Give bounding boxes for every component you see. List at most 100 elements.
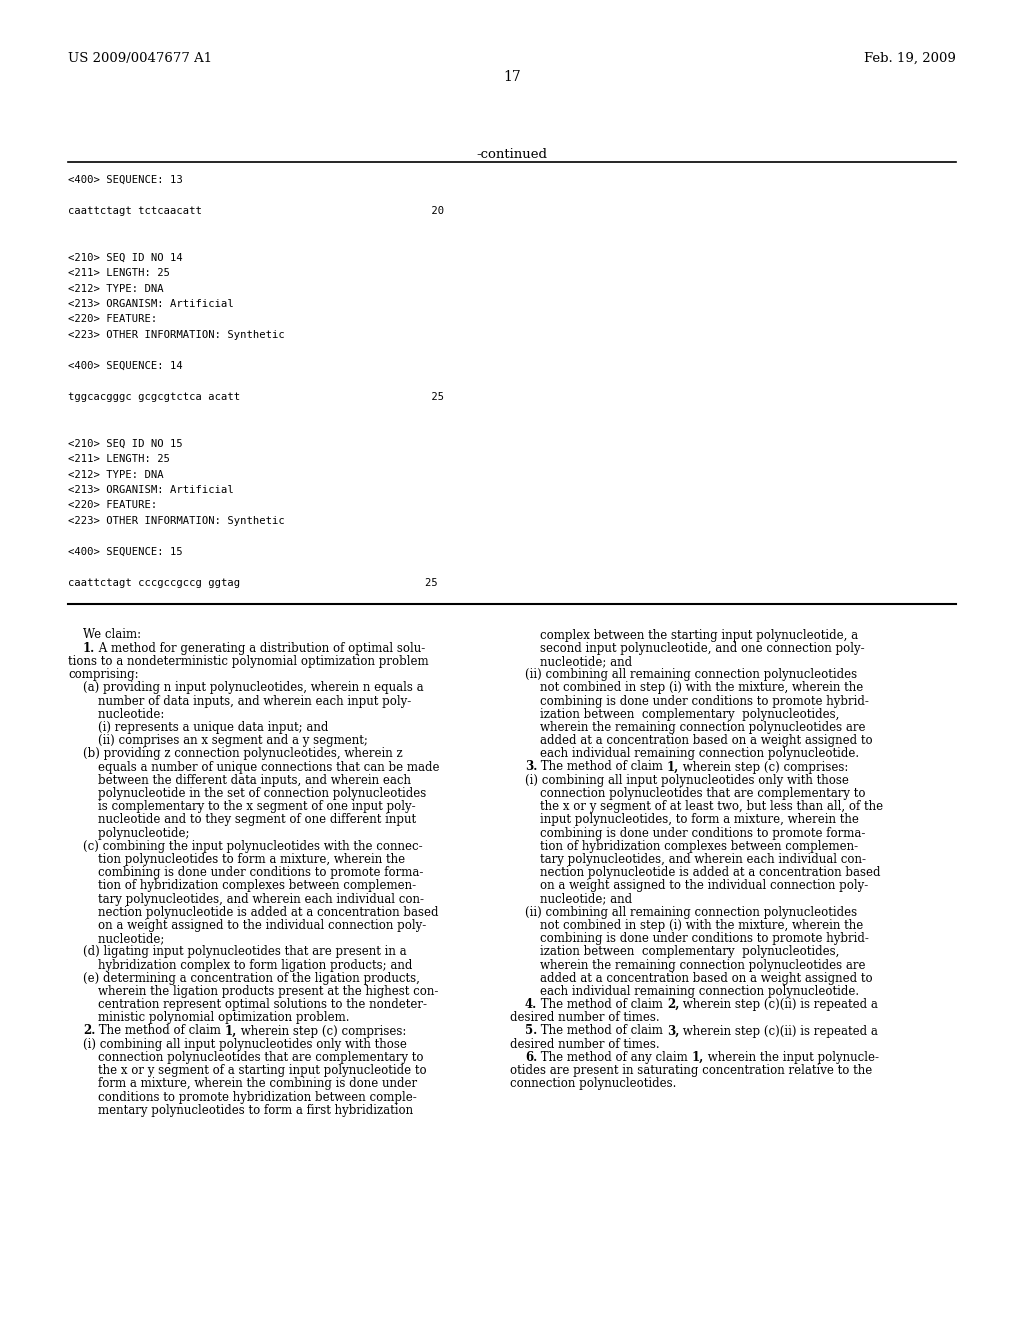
Text: tary polynucleotides, and wherein each individual con-: tary polynucleotides, and wherein each i… <box>510 853 866 866</box>
Text: <213> ORGANISM: Artificial: <213> ORGANISM: Artificial <box>68 484 233 495</box>
Text: ministic polynomial optimization problem.: ministic polynomial optimization problem… <box>68 1011 349 1024</box>
Text: (ii) combining all remaining connection polynucleotides: (ii) combining all remaining connection … <box>510 906 857 919</box>
Text: -continued: -continued <box>476 148 548 161</box>
Text: (b) providing z connection polynucleotides, wherein z: (b) providing z connection polynucleotid… <box>68 747 402 760</box>
Text: (i) represents a unique data input; and: (i) represents a unique data input; and <box>68 721 329 734</box>
Text: hybridization complex to form ligation products; and: hybridization complex to form ligation p… <box>68 958 413 972</box>
Text: <400> SEQUENCE: 15: <400> SEQUENCE: 15 <box>68 546 182 557</box>
Text: connection polynucleotides that are complementary to: connection polynucleotides that are comp… <box>68 1051 424 1064</box>
Text: the x or y segment of a starting input polynucleotide to: the x or y segment of a starting input p… <box>68 1064 427 1077</box>
Text: 1,: 1, <box>667 760 679 774</box>
Text: nucleotide;: nucleotide; <box>68 932 165 945</box>
Text: 1,: 1, <box>692 1051 705 1064</box>
Text: The method of claim: The method of claim <box>538 998 667 1011</box>
Text: input polynucleotides, to form a mixture, wherein the: input polynucleotides, to form a mixture… <box>510 813 859 826</box>
Text: desired number of times.: desired number of times. <box>510 1011 659 1024</box>
Text: wherein step (c) comprises:: wherein step (c) comprises: <box>238 1024 407 1038</box>
Text: nucleotide; and: nucleotide; and <box>510 655 632 668</box>
Text: The method of claim: The method of claim <box>95 1024 225 1038</box>
Text: The method of any claim: The method of any claim <box>538 1051 692 1064</box>
Text: combining is done under conditions to promote forma-: combining is done under conditions to pr… <box>510 826 865 840</box>
Text: otides are present in saturating concentration relative to the: otides are present in saturating concent… <box>510 1064 872 1077</box>
Text: <220> FEATURE:: <220> FEATURE: <box>68 314 158 325</box>
Text: combining is done under conditions to promote hybrid-: combining is done under conditions to pr… <box>510 932 869 945</box>
Text: is complementary to the x segment of one input poly-: is complementary to the x segment of one… <box>68 800 416 813</box>
Text: the x or y segment of at least two, but less than all, of the: the x or y segment of at least two, but … <box>510 800 883 813</box>
Text: (e) determining a concentration of the ligation products,: (e) determining a concentration of the l… <box>68 972 420 985</box>
Text: wherein step (c)(ii) is repeated a: wherein step (c)(ii) is repeated a <box>679 998 879 1011</box>
Text: equals a number of unique connections that can be made: equals a number of unique connections th… <box>68 760 439 774</box>
Text: (a) providing n input polynucleotides, wherein n equals a: (a) providing n input polynucleotides, w… <box>68 681 424 694</box>
Text: (d) ligating input polynucleotides that are present in a: (d) ligating input polynucleotides that … <box>68 945 407 958</box>
Text: wherein the remaining connection polynucleotides are: wherein the remaining connection polynuc… <box>510 958 865 972</box>
Text: <213> ORGANISM: Artificial: <213> ORGANISM: Artificial <box>68 300 233 309</box>
Text: <400> SEQUENCE: 14: <400> SEQUENCE: 14 <box>68 360 182 371</box>
Text: (i) combining all input polynucleotides only with those: (i) combining all input polynucleotides … <box>68 1038 407 1051</box>
Text: <223> OTHER INFORMATION: Synthetic: <223> OTHER INFORMATION: Synthetic <box>68 330 285 341</box>
Text: US 2009/0047677 A1: US 2009/0047677 A1 <box>68 51 212 65</box>
Text: polynucleotide;: polynucleotide; <box>68 826 189 840</box>
Text: <211> LENGTH: 25: <211> LENGTH: 25 <box>68 454 170 465</box>
Text: (ii) combining all remaining connection polynucleotides: (ii) combining all remaining connection … <box>510 668 857 681</box>
Text: <212> TYPE: DNA: <212> TYPE: DNA <box>68 470 164 479</box>
Text: added at a concentration based on a weight assigned to: added at a concentration based on a weig… <box>510 734 872 747</box>
Text: form a mixture, wherein the combining is done under: form a mixture, wherein the combining is… <box>68 1077 417 1090</box>
Text: between the different data inputs, and wherein each: between the different data inputs, and w… <box>68 774 411 787</box>
Text: connection polynucleotides.: connection polynucleotides. <box>510 1077 677 1090</box>
Text: (ii) comprises an x segment and a y segment;: (ii) comprises an x segment and a y segm… <box>68 734 368 747</box>
Text: added at a concentration based on a weight assigned to: added at a concentration based on a weig… <box>510 972 872 985</box>
Text: The method of claim: The method of claim <box>538 1024 667 1038</box>
Text: wherein the input polynucle-: wherein the input polynucle- <box>705 1051 879 1064</box>
Text: combining is done under conditions to promote forma-: combining is done under conditions to pr… <box>68 866 423 879</box>
Text: on a weight assigned to the individual connection poly-: on a weight assigned to the individual c… <box>68 919 426 932</box>
Text: tion polynucleotides to form a mixture, wherein the: tion polynucleotides to form a mixture, … <box>68 853 406 866</box>
Text: wherein step (c)(ii) is repeated a: wherein step (c)(ii) is repeated a <box>679 1024 879 1038</box>
Text: tary polynucleotides, and wherein each individual con-: tary polynucleotides, and wherein each i… <box>68 892 424 906</box>
Text: 3.: 3. <box>525 760 538 774</box>
Text: nection polynucleotide is added at a concentration based: nection polynucleotide is added at a con… <box>68 906 438 919</box>
Text: conditions to promote hybridization between comple-: conditions to promote hybridization betw… <box>68 1090 417 1104</box>
Text: 5.: 5. <box>525 1024 538 1038</box>
Text: 2.: 2. <box>83 1024 95 1038</box>
Text: polynucleotide in the set of connection polynucleotides: polynucleotide in the set of connection … <box>68 787 426 800</box>
Text: A method for generating a distribution of optimal solu-: A method for generating a distribution o… <box>95 642 426 655</box>
Text: not combined in step (i) with the mixture, wherein the: not combined in step (i) with the mixtur… <box>510 681 863 694</box>
Text: comprising:: comprising: <box>68 668 138 681</box>
Text: mentary polynucleotides to form a first hybridization: mentary polynucleotides to form a first … <box>68 1104 413 1117</box>
Text: 2,: 2, <box>667 998 679 1011</box>
Text: We claim:: We claim: <box>68 628 141 642</box>
Text: complex between the starting input polynucleotide, a: complex between the starting input polyn… <box>510 628 858 642</box>
Text: on a weight assigned to the individual connection poly-: on a weight assigned to the individual c… <box>510 879 868 892</box>
Text: not combined in step (i) with the mixture, wherein the: not combined in step (i) with the mixtur… <box>510 919 863 932</box>
Text: wherein the remaining connection polynucleotides are: wherein the remaining connection polynuc… <box>510 721 865 734</box>
Text: tggcacgggc gcgcgtctca acatt                              25: tggcacgggc gcgcgtctca acatt 25 <box>68 392 444 403</box>
Text: desired number of times.: desired number of times. <box>510 1038 659 1051</box>
Text: second input polynucleotide, and one connection poly-: second input polynucleotide, and one con… <box>510 642 864 655</box>
Text: <220> FEATURE:: <220> FEATURE: <box>68 500 158 511</box>
Text: ization between  complementary  polynucleotides,: ization between complementary polynucleo… <box>510 708 840 721</box>
Text: 1.: 1. <box>83 642 95 655</box>
Text: <210> SEQ ID NO 14: <210> SEQ ID NO 14 <box>68 252 182 263</box>
Text: 4.: 4. <box>525 998 538 1011</box>
Text: 17: 17 <box>503 70 521 84</box>
Text: <212> TYPE: DNA: <212> TYPE: DNA <box>68 284 164 293</box>
Text: 3,: 3, <box>667 1024 679 1038</box>
Text: tion of hybridization complexes between complemen-: tion of hybridization complexes between … <box>510 840 858 853</box>
Text: The method of claim: The method of claim <box>538 760 667 774</box>
Text: nucleotide and to they segment of one different input: nucleotide and to they segment of one di… <box>68 813 416 826</box>
Text: <400> SEQUENCE: 13: <400> SEQUENCE: 13 <box>68 176 182 185</box>
Text: tion of hybridization complexes between complemen-: tion of hybridization complexes between … <box>68 879 416 892</box>
Text: combining is done under conditions to promote hybrid-: combining is done under conditions to pr… <box>510 694 869 708</box>
Text: tions to a nondeterministic polynomial optimization problem: tions to a nondeterministic polynomial o… <box>68 655 429 668</box>
Text: Feb. 19, 2009: Feb. 19, 2009 <box>864 51 956 65</box>
Text: <223> OTHER INFORMATION: Synthetic: <223> OTHER INFORMATION: Synthetic <box>68 516 285 525</box>
Text: 6.: 6. <box>525 1051 538 1064</box>
Text: ization between  complementary  polynucleotides,: ization between complementary polynucleo… <box>510 945 840 958</box>
Text: each individual remaining connection polynucleotide.: each individual remaining connection pol… <box>510 985 859 998</box>
Text: connection polynucleotides that are complementary to: connection polynucleotides that are comp… <box>510 787 865 800</box>
Text: (i) combining all input polynucleotides only with those: (i) combining all input polynucleotides … <box>510 774 849 787</box>
Text: each individual remaining connection polynucleotide.: each individual remaining connection pol… <box>510 747 859 760</box>
Text: centration represent optimal solutions to the nondeter-: centration represent optimal solutions t… <box>68 998 427 1011</box>
Text: nucleotide; and: nucleotide; and <box>510 892 632 906</box>
Text: wherein the ligation products present at the highest con-: wherein the ligation products present at… <box>68 985 438 998</box>
